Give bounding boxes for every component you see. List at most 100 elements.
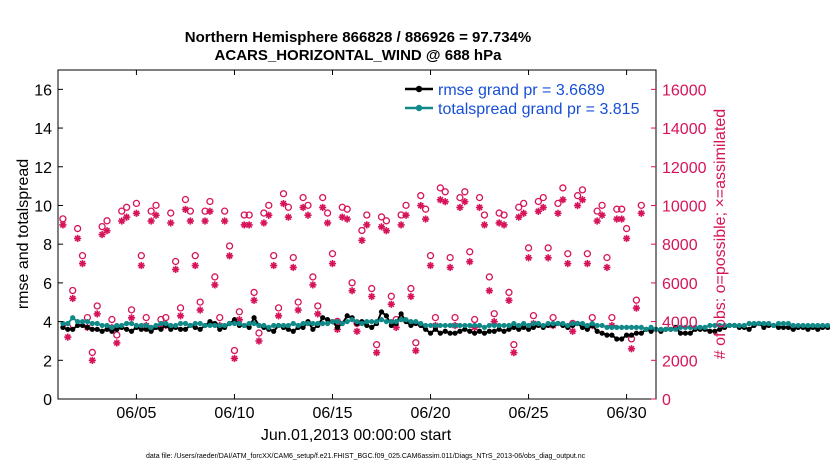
rmse-point <box>472 330 478 336</box>
obs-assimilated-point <box>446 263 454 272</box>
totalspread-point <box>285 322 291 329</box>
y-left-tick-label: 12 <box>34 160 52 177</box>
obs-assimilated-point <box>201 217 209 225</box>
rmse-point <box>707 328 713 334</box>
rmse-point <box>364 322 370 329</box>
totalspread-point <box>761 320 767 327</box>
rmse-point <box>290 328 296 334</box>
totalspread-point <box>521 320 527 327</box>
totalspread-point <box>432 322 439 329</box>
obs-possible-point <box>162 313 170 322</box>
rmse-point <box>138 326 144 332</box>
rmse-point <box>197 326 203 332</box>
obs-assimilated-point <box>230 354 239 363</box>
totalspread-point <box>207 322 213 329</box>
obs-assimilated-point <box>279 200 288 208</box>
totalspread-point <box>192 320 198 327</box>
y-right-tick-label: 2000 <box>662 353 698 370</box>
obs-possible-point <box>221 207 229 215</box>
rmse-point <box>408 322 414 329</box>
obs-assimilated-point <box>309 281 317 289</box>
totalspread-point <box>722 322 728 329</box>
rmse-point <box>638 330 644 336</box>
obs-possible-point <box>152 201 160 209</box>
rmse-point <box>285 326 291 332</box>
obs-possible-point <box>461 188 469 196</box>
rmse-point <box>805 326 811 332</box>
totalspread-point <box>648 324 654 330</box>
totalspread-point <box>712 322 718 329</box>
totalspread-point <box>599 322 605 329</box>
totalspread-point <box>491 322 497 329</box>
y-left-tick-label: 16 <box>34 82 52 99</box>
rmse-point <box>486 328 492 334</box>
obs-assimilated-point <box>132 209 141 217</box>
totalspread-point <box>692 324 698 330</box>
obs-assimilated-point <box>578 196 587 204</box>
totalspread-point <box>124 320 130 327</box>
totalspread-point <box>334 318 340 325</box>
totalspread-point <box>344 318 350 325</box>
obs-possible-point <box>132 199 141 208</box>
rmse-point <box>300 324 306 330</box>
obs-assimilated-point <box>284 213 292 221</box>
totalspread-point <box>393 318 399 325</box>
obs-assimilated-point <box>485 287 493 295</box>
rmse-point <box>491 328 497 334</box>
y-right-tick-label: 12000 <box>662 160 707 177</box>
totalspread-point <box>472 322 478 329</box>
obs-assimilated-point <box>186 217 194 225</box>
obs-possible-point <box>593 207 601 215</box>
y-left-tick-label: 14 <box>34 121 52 138</box>
rmse-point <box>89 326 95 332</box>
totalspread-point <box>452 322 458 329</box>
rmse-point <box>334 324 340 330</box>
obs-possible-point <box>578 186 587 194</box>
y-axis-right-label: # of obs: o=possible; ×=assimilated <box>712 109 729 359</box>
obs-assimilated-point <box>270 261 278 270</box>
totalspread-point <box>261 322 267 329</box>
totalspread-point <box>437 322 443 329</box>
obs-possible-point <box>470 315 479 324</box>
obs-possible-point <box>142 313 150 322</box>
y-right-tick-label: 16000 <box>662 82 707 99</box>
totalspread-point <box>163 320 169 327</box>
obs-possible-point <box>343 205 351 213</box>
totalspread-point <box>413 318 419 325</box>
rmse-point <box>746 326 752 332</box>
totalspread-point <box>766 320 772 327</box>
totalspread-point <box>398 317 404 323</box>
obs-assimilated-point <box>407 292 415 301</box>
totalspread-point <box>246 320 252 327</box>
obs-possible-point <box>407 284 415 293</box>
obs-possible-point <box>167 209 175 217</box>
obs-possible-point <box>559 184 567 192</box>
totalspread-point <box>271 322 277 329</box>
obs-possible-point <box>534 197 543 206</box>
totalspread-point <box>374 318 380 325</box>
obs-assimilated-point <box>172 265 180 273</box>
obs-possible-point <box>255 329 263 337</box>
totalspread-point <box>197 320 203 327</box>
totalspread-point <box>687 324 693 330</box>
totalspread-point <box>790 322 796 329</box>
totalspread-point <box>736 322 742 329</box>
totalspread-point <box>290 320 296 327</box>
totalspread-point <box>388 318 394 325</box>
totalspread-point <box>442 322 448 329</box>
x-axis: 06/05 06/10 06/15 06/20 06/25 06/30 <box>116 70 647 422</box>
totalspread-point <box>486 322 492 329</box>
legend: rmse grand pr = 3.6689 totalspread grand… <box>405 82 640 118</box>
obs-assimilated-point <box>510 349 518 357</box>
rmse-point <box>70 326 76 332</box>
totalspread-point <box>771 322 777 329</box>
totalspread-point <box>501 322 507 329</box>
rmse-point <box>785 324 791 330</box>
obs-possible-point <box>196 298 204 306</box>
rmse-point <box>447 330 453 336</box>
rmse-point <box>462 326 468 332</box>
totalspread-point <box>555 320 561 327</box>
series-lines <box>60 309 830 342</box>
obs-possible-point <box>608 313 616 322</box>
obs-assimilated-point <box>573 201 582 210</box>
